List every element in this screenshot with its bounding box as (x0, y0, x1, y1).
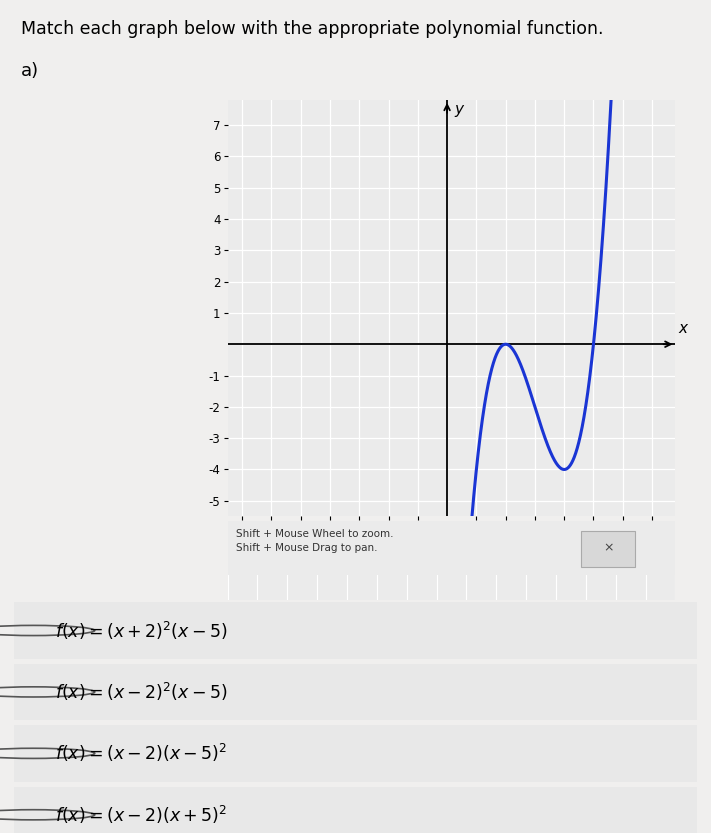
FancyBboxPatch shape (582, 531, 635, 567)
Text: $f(x) = (x-2)(x-5)^{2}$: $f(x) = (x-2)(x-5)^{2}$ (55, 742, 228, 765)
Text: ×: × (603, 541, 614, 554)
Text: y: y (454, 102, 464, 117)
Text: $f(x) = (x-2)^{2}(x-5)$: $f(x) = (x-2)^{2}(x-5)$ (55, 681, 228, 703)
Text: x: x (678, 322, 688, 337)
Text: Shift + Mouse Wheel to zoom.
Shift + Mouse Drag to pan.: Shift + Mouse Wheel to zoom. Shift + Mou… (237, 529, 394, 553)
Text: Match each graph below with the appropriate polynomial function.: Match each graph below with the appropri… (21, 20, 604, 38)
Text: $f(x) = (x+2)^{2}(x-5)$: $f(x) = (x+2)^{2}(x-5)$ (55, 620, 228, 641)
Text: a): a) (21, 62, 39, 81)
Text: $f(x) = (x-2)(x+5)^{2}$: $f(x) = (x-2)(x+5)^{2}$ (55, 804, 228, 826)
